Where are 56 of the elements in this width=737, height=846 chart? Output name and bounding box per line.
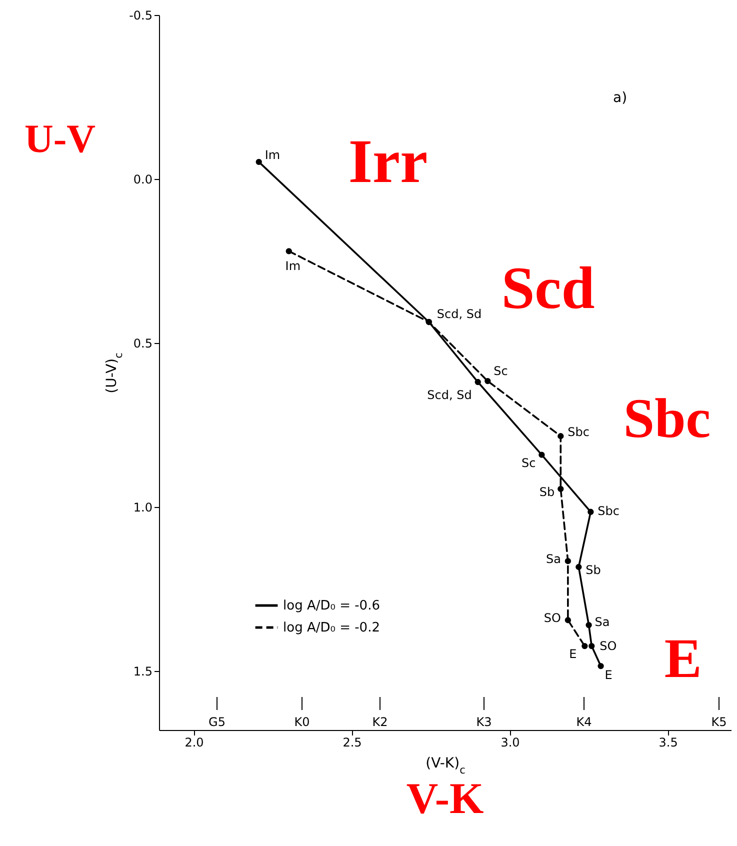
point <box>588 642 595 650</box>
annotation: Sbc <box>623 388 711 450</box>
legend-label: log A/D₀ = -0.6 <box>283 598 380 614</box>
annotation: Sc <box>494 364 508 378</box>
point <box>538 452 545 458</box>
point <box>588 508 594 515</box>
point <box>598 662 604 670</box>
x-tick-label: 2.5 <box>342 736 362 750</box>
annotation: Irr <box>348 128 428 196</box>
annotation: K2 <box>372 715 388 729</box>
y-tick-label: -0.5 <box>129 8 152 22</box>
annotation: Sa <box>594 615 610 630</box>
point <box>586 622 592 628</box>
annotation: Sb <box>539 484 555 499</box>
annotation: E <box>604 668 612 682</box>
annotation: E <box>664 628 702 690</box>
point <box>484 378 491 384</box>
y-tick-label: 1.0 <box>133 500 152 514</box>
x-tick-label: 2.0 <box>184 736 204 750</box>
annotation: Sbc <box>568 425 590 440</box>
annotation: K3 <box>476 715 492 729</box>
annotation: Scd, Sd <box>436 306 482 321</box>
point <box>474 378 481 386</box>
point <box>582 642 588 650</box>
annotation: K5 <box>711 715 727 729</box>
point <box>564 558 572 564</box>
annotation: Im <box>264 148 280 162</box>
annotation: SO <box>544 611 561 626</box>
annotation: SO <box>600 639 617 654</box>
point <box>256 158 262 166</box>
annotation: Sa <box>546 552 561 566</box>
annotation: G5 <box>208 715 226 729</box>
text: U-V <box>24 116 96 161</box>
x-axis-title: (V-K)$_{c}$ <box>426 756 466 776</box>
legend-label: log A/D₀ = -0.2 <box>283 620 380 636</box>
y-tick-label: 0.5 <box>133 336 152 350</box>
x-tick-label: 3.0 <box>500 736 520 750</box>
annotation: K0 <box>294 715 310 729</box>
annotation: a) <box>612 90 628 106</box>
annotation: Sbc <box>598 504 620 518</box>
point <box>558 433 564 440</box>
point <box>564 617 572 624</box>
text: V-K <box>406 774 484 823</box>
annotation: K4 <box>576 715 592 729</box>
point <box>576 564 582 570</box>
x-tick-label: 3.5 <box>658 736 678 750</box>
y-tick-label: 1.5 <box>133 664 152 678</box>
annotation: Sc <box>521 456 536 470</box>
y-tick-label: 0.0 <box>133 172 152 186</box>
point <box>286 248 292 254</box>
point <box>558 486 564 492</box>
annotation: Scd <box>501 255 595 321</box>
annotation: E <box>569 647 577 662</box>
annotation: Im <box>285 259 300 274</box>
annotation: Scd, Sd <box>427 388 472 402</box>
annotation: Sb <box>586 562 601 577</box>
